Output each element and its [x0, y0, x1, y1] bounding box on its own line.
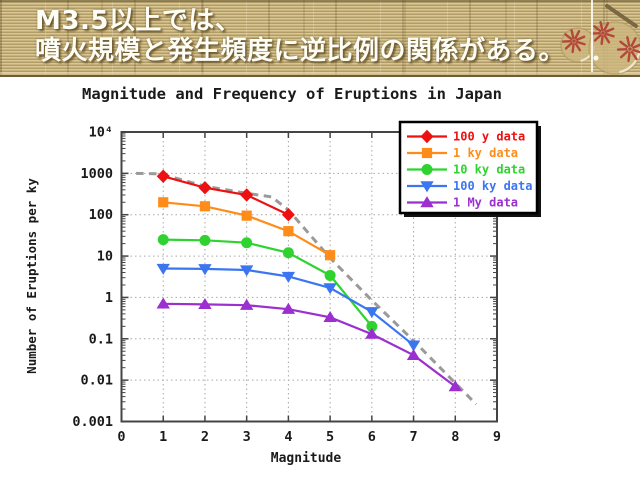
- diamond-marker: [198, 180, 212, 195]
- x-tick-label: 3: [243, 429, 251, 445]
- x-tick-label: 5: [326, 429, 334, 445]
- square-marker: [283, 226, 294, 237]
- legend-label: 1 My data: [453, 196, 518, 210]
- triangle-up-marker: [156, 297, 170, 309]
- x-tick-label: 6: [368, 429, 376, 445]
- diamond-marker: [240, 188, 254, 202]
- triangle-down-marker: [198, 264, 212, 276]
- ball-highlight: [619, 49, 640, 74]
- triangle-up-marker: [323, 310, 337, 323]
- legend: 100 y data 1 ky data 10 ky data 100 ky data…: [398, 120, 541, 217]
- triangle-down-marker: [406, 340, 421, 352]
- legend-label: 100 y data: [453, 130, 525, 144]
- flower-burst-icon: [561, 29, 586, 54]
- circle-marker: [282, 247, 294, 259]
- circle-marker: [324, 269, 336, 281]
- slide-title: M3.5以上では、 噴火規模と発生頻度に逆比例の関係がある。: [35, 6, 565, 66]
- slide-title-line1: M3.5以上では、: [35, 6, 242, 36]
- triangle-down-marker: [420, 181, 434, 193]
- axes: [120, 131, 498, 423]
- triangle-up-marker: [281, 302, 296, 314]
- triangle-down-marker: [323, 283, 337, 295]
- triangle-down-marker: [281, 271, 296, 283]
- diamond-marker: [281, 207, 295, 222]
- string-bead: [593, 55, 599, 61]
- x-axis-label: Magnitude: [271, 451, 342, 466]
- circle-marker: [157, 234, 169, 246]
- y-tick-label: 0.1: [89, 331, 113, 347]
- diamond-marker: [156, 169, 170, 183]
- series-10-ky-data: [157, 234, 378, 332]
- x-tick-label: 4: [284, 429, 292, 445]
- x-tick-label: 1: [159, 429, 167, 445]
- title-band: [0, 0, 640, 77]
- square-marker: [158, 197, 169, 208]
- trend-line: [136, 171, 478, 406]
- circle-marker: [241, 237, 253, 249]
- triangle-up-marker: [448, 380, 462, 392]
- triangle-down-marker: [239, 265, 254, 277]
- y-tick-label: 0.001: [72, 414, 113, 430]
- legend-label: 1 ky data: [453, 146, 518, 160]
- triangle-down-marker: [156, 263, 170, 275]
- temari-ball: [588, 21, 640, 75]
- x-tick-label: 0: [117, 429, 125, 445]
- triangle-up-marker: [198, 297, 212, 310]
- series-1-ky-data: [158, 197, 336, 261]
- diamond-marker: [420, 129, 434, 144]
- temari-ornament-icon: [560, 0, 640, 75]
- x-tick-label: 9: [493, 429, 501, 445]
- square-marker: [199, 201, 211, 212]
- series-100-ky-data: [156, 263, 421, 352]
- square-marker: [421, 147, 433, 159]
- triangle-up-marker: [239, 298, 254, 310]
- y-tick-label: 1000: [80, 166, 113, 182]
- y-tick-label: 10: [97, 249, 113, 265]
- y-tick-label: 100: [89, 207, 113, 223]
- x-tick-label: 2: [201, 429, 209, 445]
- triangle-up-marker: [365, 327, 379, 339]
- triangle-up-marker: [420, 196, 434, 208]
- square-marker: [325, 250, 336, 261]
- y-tick-label: 0.01: [80, 373, 113, 389]
- triangle-up-marker: [406, 348, 421, 360]
- legend-label: 100 ky data: [453, 179, 532, 193]
- x-tick-label: 7: [409, 429, 417, 445]
- circle-marker: [199, 234, 211, 246]
- y-tick-label: 1: [105, 290, 113, 306]
- y-axis-label: Number of Eruptions per ky: [24, 178, 39, 374]
- legend-label: 10 ky data: [453, 163, 525, 177]
- square-marker: [241, 210, 252, 221]
- series-100-y-data: [156, 169, 295, 222]
- flower-burst-icon: [590, 21, 615, 46]
- y-tick-label: 10⁴: [89, 125, 113, 141]
- chart-title: Magnitude and Frequency of Eruptions in …: [82, 85, 502, 103]
- x-tick-label: 8: [451, 429, 459, 445]
- slide-title-line2: 噴火規模と発生頻度に逆比例の関係がある。: [35, 36, 566, 66]
- series-1-my-data: [156, 297, 462, 392]
- circle-marker: [421, 164, 433, 175]
- ornament-rod: [605, 4, 638, 28]
- triangle-down-marker: [365, 307, 379, 319]
